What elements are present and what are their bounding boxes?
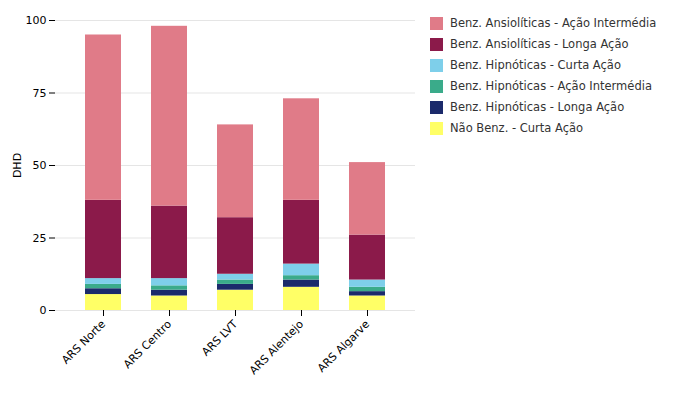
svg-text:25: 25	[33, 232, 47, 245]
html-text:Benz. Hipnóticas - Ação Interm: Benz. Hipnóticas - Ação Intermédia	[450, 79, 652, 93]
html-text:Benz. Hipnóticas - Longa Ação: Benz. Hipnóticas - Longa Ação	[450, 100, 625, 114]
svg-text:DHD: DHD	[11, 153, 24, 178]
svg-text:0: 0	[40, 304, 47, 317]
svg-text:ARS Centro: ARS Centro	[121, 318, 175, 372]
html-text:Benz. Hipnóticas - Curta Ação: Benz. Hipnóticas - Curta Ação	[450, 58, 621, 72]
svg-text:ARS Alentejo: ARS Alentejo	[247, 318, 306, 377]
svg-text:100: 100	[26, 14, 47, 27]
svg-text:ARS LVT: ARS LVT	[199, 318, 240, 359]
svg-text:75: 75	[33, 87, 47, 100]
svg-text:ARS Algarve: ARS Algarve	[315, 318, 372, 375]
svg-text:ARS Norte: ARS Norte	[59, 318, 108, 367]
html-text:Benz. Ansiolíticas - Ação Inte: Benz. Ansiolíticas - Ação Intermédia	[450, 16, 657, 30]
html-text:Não Benz. - Curta Ação: Não Benz. - Curta Ação	[450, 121, 584, 135]
svg-text:50: 50	[33, 159, 47, 172]
html-text:Benz. Ansiolíticas - Longa Açã: Benz. Ansiolíticas - Longa Ação	[450, 37, 629, 51]
